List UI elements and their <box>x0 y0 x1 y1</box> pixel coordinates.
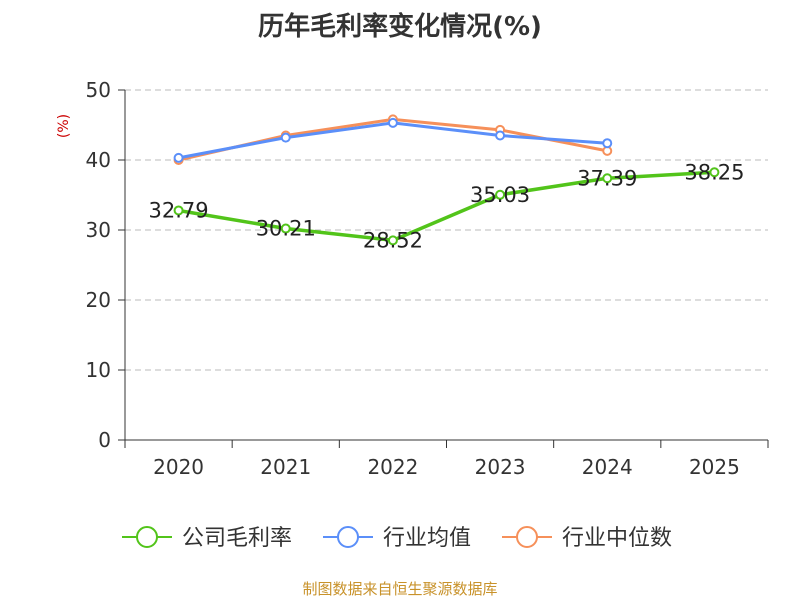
data-point[interactable] <box>387 235 398 246</box>
x-tick-label: 2021 <box>260 455 311 479</box>
data-point[interactable] <box>495 189 506 200</box>
x-tick-label: 2022 <box>367 455 418 479</box>
y-tick-label: 30 <box>86 218 111 242</box>
data-labels: 32.79 30.21 28.52 35.03 37.39 38.25 <box>149 160 745 252</box>
legend: 公司毛利率 行业均值 行业中位数 <box>122 526 672 551</box>
y-tick-label: 20 <box>86 288 111 312</box>
data-point[interactable] <box>280 223 291 234</box>
data-label: 35.03 <box>470 183 530 207</box>
grid-lines <box>125 89 768 371</box>
data-point[interactable] <box>602 173 613 184</box>
legend-label[interactable]: 公司毛利率 <box>182 526 292 551</box>
data-point[interactable] <box>173 205 184 216</box>
y-tick-label: 50 <box>86 78 111 102</box>
legend-label[interactable]: 行业中位数 <box>562 526 672 551</box>
data-label: 30.21 <box>256 217 316 241</box>
data-label: 28.52 <box>363 228 423 252</box>
data-point[interactable] <box>495 130 506 141</box>
x-tick-label: 2023 <box>475 455 526 479</box>
data-label: 37.39 <box>577 166 637 190</box>
data-label: 32.79 <box>149 198 209 222</box>
data-point[interactable] <box>173 152 184 163</box>
data-point[interactable] <box>280 132 291 143</box>
legend-marker[interactable] <box>516 526 538 548</box>
y-tick-label: 10 <box>86 358 111 382</box>
y-axis-label: (%) <box>56 114 72 138</box>
series-line-0 <box>178 170 715 243</box>
data-label: 38.25 <box>684 160 744 184</box>
x-tick-label: 2020 <box>153 455 204 479</box>
chart-title: 历年毛利率变化情况(%) <box>258 12 542 42</box>
axes: 0 10 20 30 40 50 2020 2021 2022 2023 2024 2025 <box>86 78 769 479</box>
legend-label[interactable]: 行业均值 <box>383 526 471 551</box>
y-tick-label: 40 <box>86 148 111 172</box>
source-note: 制图数据来自恒生聚源数据库 <box>302 580 498 598</box>
x-tick-label: 2024 <box>582 455 633 479</box>
data-point[interactable] <box>709 167 720 178</box>
x-tick-label: 2025 <box>689 455 740 479</box>
series-line-1 <box>178 121 608 160</box>
data-point[interactable] <box>602 138 613 149</box>
legend-marker[interactable] <box>337 526 359 548</box>
y-tick-label: 0 <box>98 428 111 452</box>
legend-marker[interactable] <box>136 526 158 548</box>
series-lines <box>173 114 720 246</box>
data-point[interactable] <box>387 117 398 128</box>
